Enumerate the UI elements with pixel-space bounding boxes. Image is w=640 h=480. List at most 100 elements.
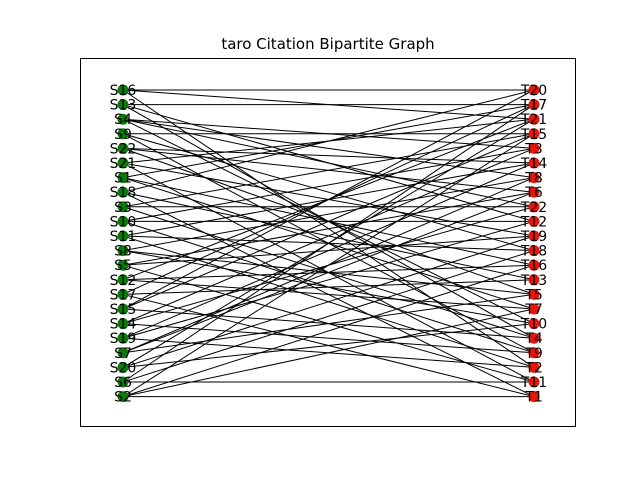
node-label-T20: T20 bbox=[520, 83, 547, 99]
edge-S4-T22 bbox=[122, 118, 535, 208]
node-label-S21: S21 bbox=[110, 156, 137, 172]
node-T5 bbox=[528, 288, 540, 300]
node-S18 bbox=[117, 186, 129, 198]
node-S21 bbox=[117, 157, 129, 169]
node-label-S22: S22 bbox=[110, 141, 137, 157]
node-layer bbox=[117, 84, 540, 403]
node-T11 bbox=[528, 376, 540, 388]
node-S5 bbox=[117, 259, 129, 271]
node-label-T8: T8 bbox=[524, 171, 542, 187]
node-label-T4: T4 bbox=[524, 331, 543, 347]
axes-frame bbox=[80, 58, 576, 427]
node-S8 bbox=[117, 245, 129, 257]
node-S13 bbox=[117, 99, 129, 111]
node-T18 bbox=[528, 245, 540, 257]
node-label-T18: T18 bbox=[520, 244, 547, 260]
node-label-T3: T3 bbox=[524, 141, 542, 157]
edge-S14-T9 bbox=[122, 323, 535, 354]
node-S19 bbox=[117, 332, 129, 344]
node-S16 bbox=[117, 84, 129, 96]
node-T15 bbox=[528, 128, 540, 140]
node-label-S17: S17 bbox=[110, 287, 137, 303]
node-label-S6: S6 bbox=[114, 375, 132, 391]
node-label-T13: T13 bbox=[520, 273, 547, 289]
edge-S5-T6 bbox=[122, 191, 535, 266]
edge-S19-T14 bbox=[122, 162, 535, 339]
node-S11 bbox=[117, 230, 129, 242]
node-T4 bbox=[528, 332, 540, 344]
node-S22 bbox=[117, 142, 129, 154]
node-label-T2: T2 bbox=[524, 360, 542, 376]
node-T7 bbox=[528, 303, 540, 315]
node-S14 bbox=[117, 318, 129, 330]
node-label-S20: S20 bbox=[110, 360, 137, 376]
edge-S17-T13 bbox=[122, 279, 535, 295]
edge-S6-T17 bbox=[122, 104, 535, 383]
node-T13 bbox=[528, 274, 540, 286]
node-label-S8: S8 bbox=[114, 244, 132, 260]
node-T21 bbox=[528, 113, 540, 125]
node-label-S10: S10 bbox=[110, 214, 137, 230]
node-label-T22: T22 bbox=[520, 200, 547, 216]
node-S20 bbox=[117, 361, 129, 373]
node-label-S15: S15 bbox=[110, 302, 137, 318]
node-T8 bbox=[528, 172, 540, 184]
edge-S7-T5 bbox=[122, 293, 535, 354]
node-label-T19: T19 bbox=[520, 229, 547, 245]
node-T3 bbox=[528, 142, 540, 154]
node-label-T16: T16 bbox=[520, 258, 547, 274]
edge-S2-T15 bbox=[122, 133, 535, 398]
node-label-T17: T17 bbox=[520, 98, 547, 114]
edge-S8-T8 bbox=[122, 177, 535, 252]
node-T16 bbox=[528, 259, 540, 271]
node-T6 bbox=[528, 186, 540, 198]
node-S15 bbox=[117, 303, 129, 315]
node-label-S16: S16 bbox=[110, 83, 137, 99]
node-S3 bbox=[117, 201, 129, 213]
edge-S14-T3 bbox=[122, 147, 535, 325]
edge-S2-T16 bbox=[122, 264, 535, 398]
node-T14 bbox=[528, 157, 540, 169]
node-S7 bbox=[117, 347, 129, 359]
node-T12 bbox=[528, 215, 540, 227]
node-label-S3: S3 bbox=[114, 200, 132, 216]
node-label-S7: S7 bbox=[114, 346, 132, 362]
node-label-T10: T10 bbox=[520, 317, 547, 333]
edge-S18-T20 bbox=[122, 89, 535, 193]
node-label-T15: T15 bbox=[520, 127, 547, 143]
node-S9 bbox=[117, 128, 129, 140]
node-label-T1: T1 bbox=[524, 390, 542, 406]
edge-S22-T14 bbox=[122, 147, 535, 164]
edge-S9-T18 bbox=[122, 133, 535, 252]
node-label-T12: T12 bbox=[520, 214, 547, 230]
node-T17 bbox=[528, 99, 540, 111]
edge-S20-T19 bbox=[122, 235, 535, 368]
node-T1 bbox=[528, 391, 540, 403]
edge-S15-T15 bbox=[122, 133, 535, 310]
node-S2 bbox=[117, 391, 129, 403]
node-label-S1: S1 bbox=[114, 171, 132, 187]
node-label-S4: S4 bbox=[114, 112, 132, 128]
node-label-S19: S19 bbox=[110, 331, 137, 347]
node-label-S5: S5 bbox=[114, 258, 132, 274]
node-S17 bbox=[117, 288, 129, 300]
node-label-S12: S12 bbox=[110, 273, 137, 289]
node-label-S2: S2 bbox=[114, 390, 132, 406]
node-T19 bbox=[528, 230, 540, 242]
label-layer: S16S13S4S9S22S21S1S18S3S10S11S8S5S12S17S… bbox=[110, 83, 548, 406]
node-T2 bbox=[528, 361, 540, 373]
node-S1 bbox=[117, 172, 129, 184]
edge-S6-T18 bbox=[122, 250, 535, 383]
edge-layer bbox=[122, 89, 535, 398]
node-label-T7: T7 bbox=[524, 302, 542, 318]
node-label-T6: T6 bbox=[524, 185, 543, 201]
node-S12 bbox=[117, 274, 129, 286]
node-label-S14: S14 bbox=[110, 317, 137, 333]
node-T20 bbox=[528, 84, 540, 96]
node-S6 bbox=[117, 376, 129, 388]
node-label-S18: S18 bbox=[110, 185, 137, 201]
node-label-T5: T5 bbox=[524, 287, 542, 303]
graph-title: taro Citation Bipartite Graph bbox=[221, 35, 434, 53]
node-label-T9: T9 bbox=[524, 346, 542, 362]
